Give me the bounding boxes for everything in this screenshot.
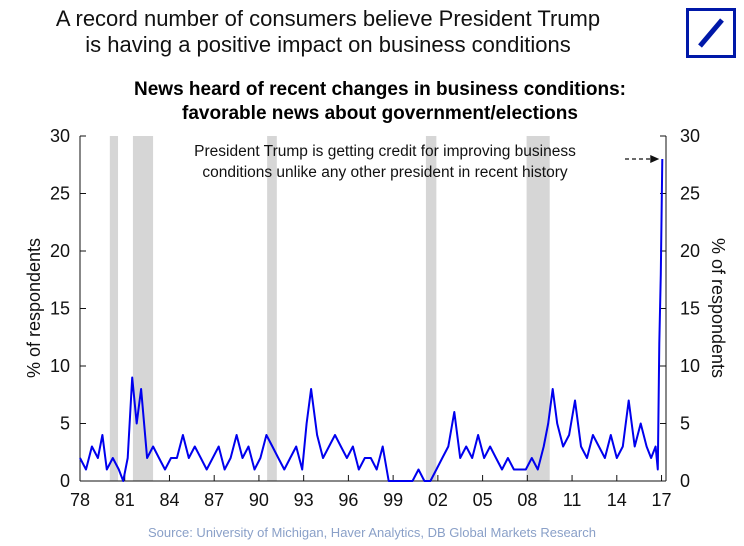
y-tick-label-left-0: 0 <box>60 471 70 491</box>
x-tick-label-11: 11 <box>563 490 582 510</box>
y-tick-label-right-6: 30 <box>680 126 700 146</box>
y-tick-label-right-0: 0 <box>680 471 690 491</box>
y-tick-label-left-5: 25 <box>50 184 70 204</box>
x-tick-label-2: 84 <box>159 490 179 510</box>
x-tick-label-3: 87 <box>204 490 224 510</box>
y-tick-label-left-4: 20 <box>50 241 70 261</box>
y-tick-label-right-4: 20 <box>680 241 700 261</box>
y-tick-label-left-2: 10 <box>50 356 70 376</box>
annotation-line-1: President Trump is getting credit for im… <box>194 143 576 160</box>
recession-band-0 <box>109 136 119 481</box>
chart-title-line-2: favorable news about government/election… <box>182 103 578 124</box>
annotation-arrowhead <box>650 155 660 163</box>
y-tick-label-right-5: 25 <box>680 184 700 204</box>
deutsche-bank-logo-icon <box>686 8 736 58</box>
x-tick-label-10: 08 <box>517 490 537 510</box>
logo-slash <box>698 18 724 48</box>
headline-line-1: A record number of consumers believe Pre… <box>55 6 601 31</box>
chart-title: News heard of recent changes in business… <box>60 78 700 126</box>
y-tick-label-left-3: 15 <box>50 299 70 319</box>
x-tick-label-5: 93 <box>294 490 314 510</box>
recession-bands <box>109 136 550 481</box>
annotation-line-2: conditions unlike any other president in… <box>202 164 568 181</box>
x-tick-label-4: 90 <box>249 490 269 510</box>
x-tick-label-6: 96 <box>338 490 358 510</box>
recession-band-1 <box>132 136 154 481</box>
x-tick-label-7: 99 <box>383 490 403 510</box>
x-tick-label-9: 05 <box>473 490 493 510</box>
y-axis-label-left: % of respondents <box>24 238 44 378</box>
recession-band-4 <box>526 136 550 481</box>
x-tick-label-12: 14 <box>607 490 627 510</box>
y-tick-label-right-3: 15 <box>680 299 700 319</box>
chart-title-line-1: News heard of recent changes in business… <box>134 79 626 100</box>
series <box>79 158 664 482</box>
recession-band-3 <box>425 136 437 481</box>
x-tick-label-1: 81 <box>115 490 135 510</box>
headline: A record number of consumers believe Pre… <box>8 6 648 58</box>
series-line-0 <box>79 158 664 482</box>
source-note: Source: University of Michigan, Haver An… <box>148 525 596 540</box>
recession-band-2 <box>267 136 277 481</box>
y-tick-label-right-2: 10 <box>680 356 700 376</box>
annotation: President Trump is getting credit for im… <box>194 143 660 181</box>
x-tick-label-8: 02 <box>428 490 448 510</box>
y-tick-label-right-1: 5 <box>680 414 690 434</box>
headline-line-2: is having a positive impact on business … <box>85 32 571 57</box>
x-tick-label-13: 17 <box>652 490 672 510</box>
y-tick-label-left-1: 5 <box>60 414 70 434</box>
y-axis-label-right: % of respondents <box>708 238 728 378</box>
y-tick-label-left-6: 30 <box>50 126 70 146</box>
x-tick-label-0: 78 <box>70 490 90 510</box>
